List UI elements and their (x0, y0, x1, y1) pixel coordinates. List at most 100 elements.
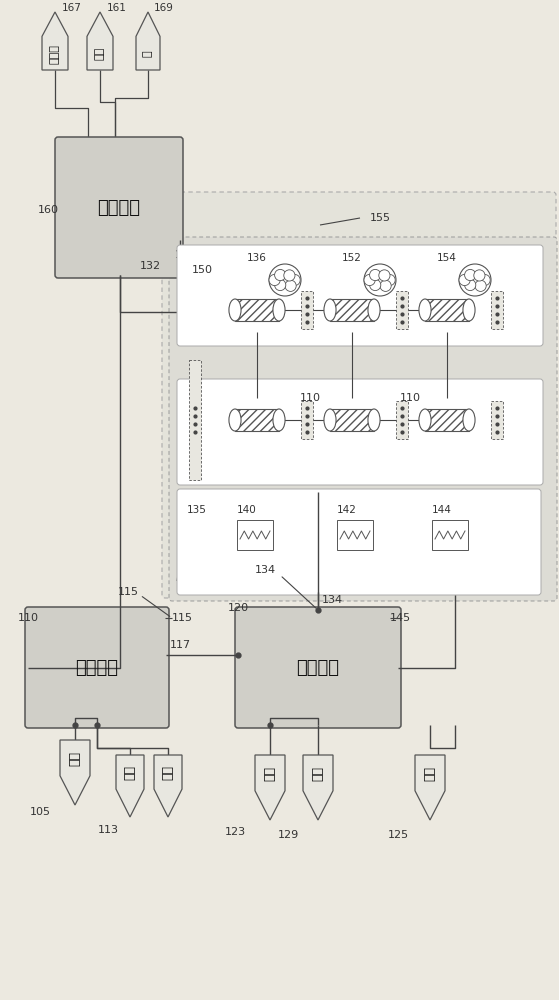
Circle shape (364, 264, 396, 296)
FancyBboxPatch shape (491, 401, 503, 439)
Text: REACTORS: REACTORS (176, 573, 233, 583)
Circle shape (384, 274, 395, 286)
Polygon shape (415, 755, 445, 820)
Ellipse shape (463, 299, 475, 321)
FancyBboxPatch shape (237, 520, 273, 550)
Text: 再生区段: 再生区段 (97, 198, 140, 217)
Ellipse shape (273, 409, 285, 431)
Text: 145: 145 (390, 613, 411, 623)
Text: 空气: 空气 (95, 47, 105, 60)
Circle shape (369, 269, 381, 281)
Circle shape (479, 274, 490, 286)
Text: 134: 134 (322, 595, 343, 605)
Circle shape (364, 274, 375, 286)
FancyBboxPatch shape (396, 401, 408, 439)
Text: 销售: 销售 (162, 765, 174, 780)
Circle shape (284, 270, 295, 281)
Text: 产物分离: 产物分离 (296, 658, 339, 676)
Text: 152: 152 (342, 253, 362, 263)
Text: 150: 150 (192, 265, 213, 275)
Text: 115: 115 (118, 587, 139, 597)
FancyBboxPatch shape (25, 607, 169, 728)
Text: 注入: 注入 (124, 765, 136, 780)
Circle shape (380, 280, 391, 291)
Text: 113: 113 (98, 825, 119, 835)
Circle shape (269, 264, 301, 296)
Text: 167: 167 (62, 3, 82, 13)
Text: 110: 110 (400, 393, 421, 403)
Circle shape (289, 274, 300, 286)
Circle shape (285, 280, 296, 291)
FancyBboxPatch shape (177, 489, 541, 595)
Text: 136: 136 (247, 253, 267, 263)
Circle shape (459, 274, 470, 286)
FancyBboxPatch shape (396, 291, 408, 329)
Polygon shape (60, 740, 90, 805)
FancyBboxPatch shape (425, 409, 469, 431)
Text: 进料富集: 进料富集 (75, 658, 119, 676)
FancyBboxPatch shape (169, 237, 557, 601)
Text: 129: 129 (278, 830, 299, 840)
Polygon shape (255, 755, 285, 820)
Ellipse shape (463, 409, 475, 431)
Text: 105: 105 (30, 807, 51, 817)
Text: 134: 134 (255, 565, 276, 575)
Circle shape (369, 279, 381, 291)
Text: 燃料: 燃料 (263, 766, 277, 781)
Text: 115: 115 (172, 613, 193, 623)
Text: 110: 110 (300, 393, 321, 403)
FancyBboxPatch shape (330, 299, 374, 321)
Text: 132: 132 (140, 261, 161, 271)
Ellipse shape (229, 299, 241, 321)
FancyBboxPatch shape (301, 291, 313, 329)
Ellipse shape (368, 409, 380, 431)
Text: 125: 125 (388, 830, 409, 840)
Ellipse shape (229, 409, 241, 431)
Text: 155: 155 (370, 213, 391, 223)
Polygon shape (303, 755, 333, 820)
Text: 140: 140 (237, 505, 257, 515)
Ellipse shape (324, 409, 336, 431)
Text: 165: 165 (175, 250, 196, 260)
FancyBboxPatch shape (491, 291, 503, 329)
FancyBboxPatch shape (301, 401, 313, 439)
Text: 142: 142 (337, 505, 357, 515)
Text: 123: 123 (225, 827, 246, 837)
Polygon shape (42, 12, 68, 70)
Text: 160: 160 (38, 205, 59, 215)
Circle shape (474, 270, 485, 281)
Circle shape (475, 280, 486, 291)
FancyBboxPatch shape (189, 360, 201, 480)
Circle shape (269, 274, 280, 286)
FancyBboxPatch shape (235, 409, 279, 431)
FancyBboxPatch shape (330, 409, 374, 431)
Ellipse shape (273, 299, 285, 321)
Text: 144: 144 (432, 505, 452, 515)
Ellipse shape (324, 299, 336, 321)
Text: 罐燃: 罐燃 (311, 766, 325, 781)
Text: 水: 水 (143, 50, 153, 57)
Circle shape (465, 279, 476, 291)
Circle shape (274, 279, 286, 291)
Circle shape (459, 264, 491, 296)
FancyBboxPatch shape (432, 520, 468, 550)
Polygon shape (136, 12, 160, 70)
Ellipse shape (368, 299, 380, 321)
Text: 154: 154 (437, 253, 457, 263)
Text: 135: 135 (187, 505, 207, 515)
Polygon shape (116, 755, 144, 817)
FancyBboxPatch shape (162, 192, 556, 598)
FancyBboxPatch shape (177, 379, 543, 485)
FancyBboxPatch shape (337, 520, 373, 550)
Text: 120: 120 (228, 603, 249, 613)
Ellipse shape (419, 299, 431, 321)
Circle shape (379, 270, 390, 281)
Text: 169: 169 (154, 3, 174, 13)
Circle shape (274, 269, 286, 281)
Polygon shape (154, 755, 182, 817)
Ellipse shape (419, 409, 431, 431)
Circle shape (465, 269, 476, 281)
FancyBboxPatch shape (235, 299, 279, 321)
FancyBboxPatch shape (55, 137, 183, 278)
FancyBboxPatch shape (235, 607, 401, 728)
